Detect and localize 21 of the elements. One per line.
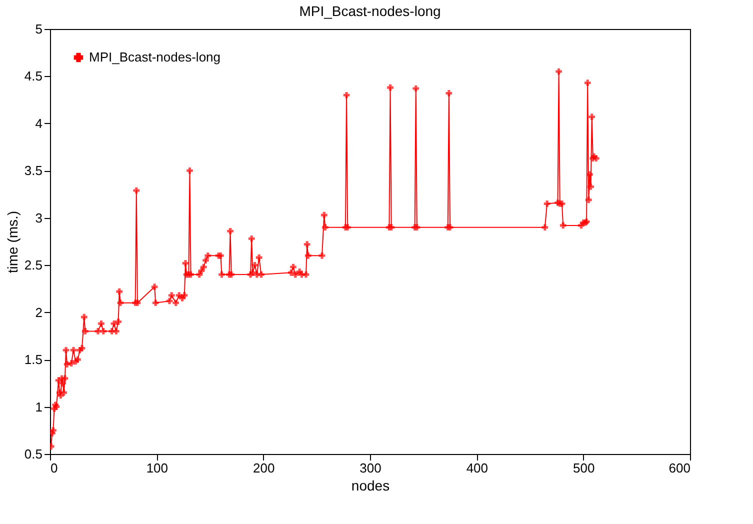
x-axis-title: nodes (351, 478, 390, 494)
y-axis-title: time (ms.) (4, 210, 20, 274)
x-tick-label: 300 (360, 460, 382, 476)
y-tick-label: 1.5 (24, 352, 42, 368)
y-tick-label: 1 (35, 399, 42, 414)
y-tick-label: 2.5 (24, 258, 42, 273)
x-tick-label: 0 (50, 460, 58, 476)
x-tick-label: 400 (466, 460, 488, 476)
y-tick-label: 0.5 (24, 446, 42, 462)
x-tick-label: 600 (668, 460, 690, 476)
legend-label: MPI_Bcast-nodes-long (89, 50, 221, 64)
y-tick-label: 2 (35, 304, 42, 320)
y-tick-label: 4 (35, 116, 42, 131)
y-tick-label: 5 (35, 22, 42, 36)
x-tick-label: 200 (252, 460, 275, 476)
y-tick-label: 4.5 (24, 68, 42, 84)
chart-title: MPI_Bcast-nodes-long (299, 3, 441, 19)
y-tick-label: 3.5 (24, 163, 42, 178)
x-tick-label: 100 (146, 460, 168, 476)
x-tick-label: 500 (572, 460, 595, 476)
y-tick-label: 3 (35, 210, 42, 226)
